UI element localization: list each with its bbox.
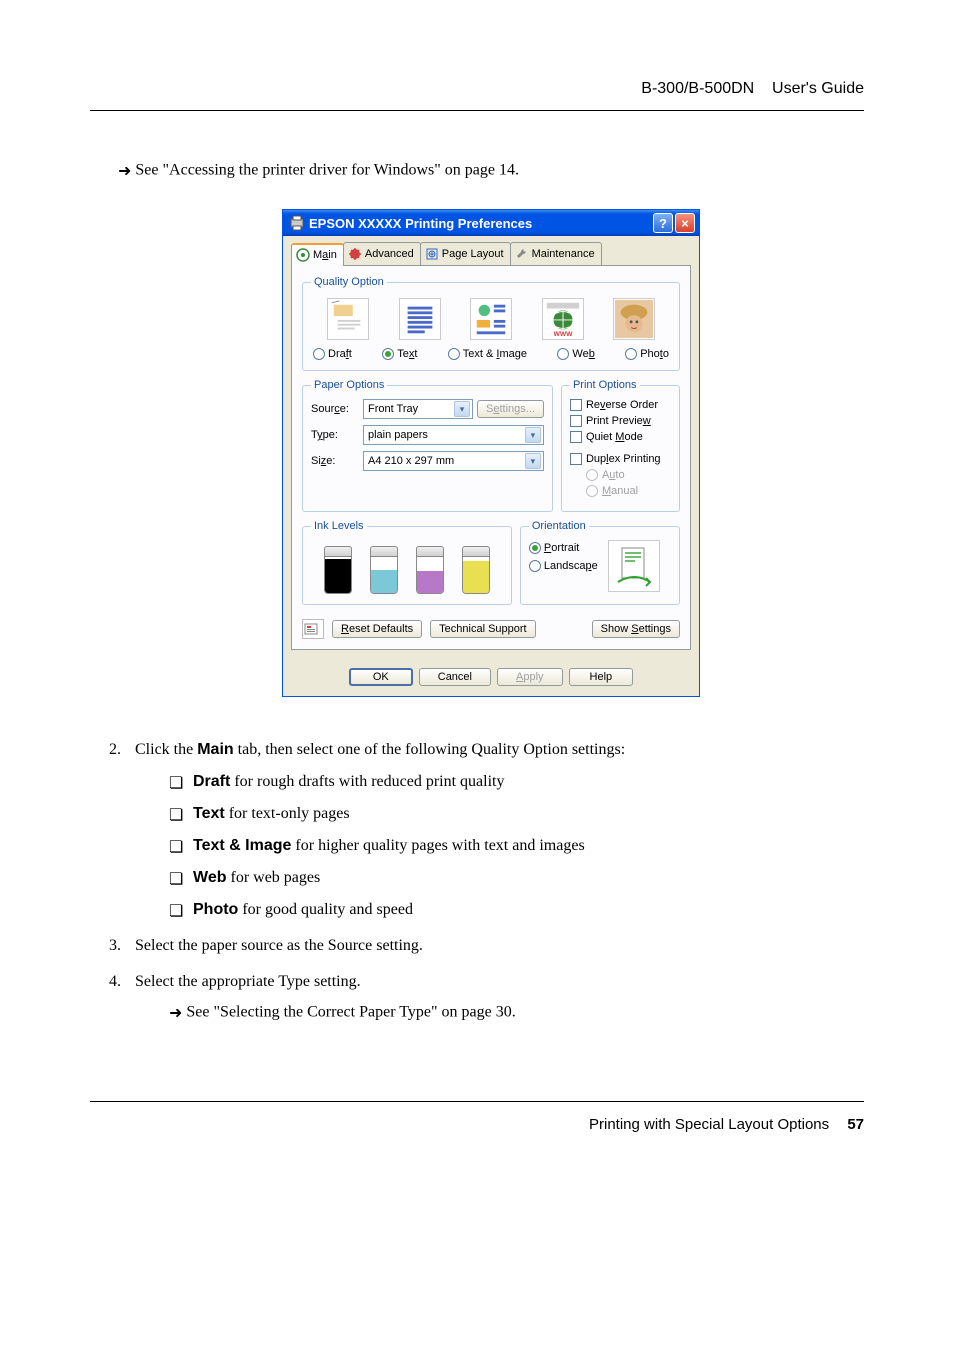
step-3: Select the paper source as the Source se… [125, 937, 864, 955]
quality-text-radio[interactable]: Text [382, 348, 417, 360]
footer-page-number: 57 [847, 1116, 864, 1133]
help-button[interactable]: ? [653, 213, 673, 233]
quiet-mode-checkbox[interactable]: Quiet Mode [570, 431, 671, 443]
type-label: Type: [311, 429, 359, 441]
orientation-preview-icon [608, 540, 660, 592]
dialog-title: EPSON XXXXX Printing Preferences [309, 216, 653, 231]
size-combo[interactable]: A4 210 x 297 mm▾ [363, 451, 544, 471]
apply-button[interactable]: Apply [497, 668, 563, 686]
chevron-down-icon: ▾ [525, 427, 541, 443]
reset-defaults-icon [302, 619, 324, 639]
tab-main[interactable]: Main [291, 243, 344, 266]
quality-web-icon: WWW [542, 298, 584, 340]
printer-app-icon [289, 215, 305, 231]
quality-text-icon [399, 298, 441, 340]
paper-options-group: Paper Options Source: Front Tray▾ Settin… [302, 379, 553, 512]
step-4: Select the appropriate Type setting. ➜ S… [125, 973, 864, 1023]
technical-support-button[interactable]: Technical Support [430, 620, 535, 638]
help-button-bottom[interactable]: Help [569, 668, 634, 686]
print-options-legend: Print Options [570, 379, 640, 391]
main-tab-icon [296, 248, 310, 262]
portrait-radio[interactable]: Portrait [529, 542, 598, 554]
dialog-titlebar: EPSON XXXXX Printing Preferences ? × [283, 210, 699, 236]
cross-reference-1-text: See "Accessing the printer driver for Wi… [131, 162, 519, 179]
duplex-manual-radio: Manual [570, 485, 671, 497]
source-combo[interactable]: Front Tray▾ [363, 399, 473, 419]
bullet-photo: Photo for good quality and speed [169, 901, 864, 919]
tab-page-layout[interactable]: Page Layout [420, 242, 511, 265]
bullet-draft: Draft for rough drafts with reduced prin… [169, 773, 864, 791]
ink-levels-group: Ink Levels [302, 520, 512, 605]
orientation-legend: Orientation [529, 520, 589, 532]
ok-button[interactable]: OK [349, 668, 413, 686]
settings-button[interactable]: Settings... [477, 400, 544, 418]
cross-reference-2: ➜ See "Selecting the Correct Paper Type"… [135, 1003, 864, 1023]
print-options-group: Print Options Reverse Order Print Previe… [561, 379, 680, 512]
chevron-down-icon: ▾ [525, 453, 541, 469]
step-2: Click the Main tab, then select one of t… [125, 741, 864, 919]
bullet-text-image: Text & Image for higher quality pages wi… [169, 837, 864, 855]
page-header: B-300/B-500DN User's Guide [0, 0, 954, 110]
ink-levels-legend: Ink Levels [311, 520, 367, 532]
chevron-down-icon: ▾ [454, 401, 470, 417]
close-button[interactable]: × [675, 213, 695, 233]
duplex-auto-radio: Auto [570, 469, 671, 481]
print-preview-checkbox[interactable]: Print Preview [570, 415, 671, 427]
maintenance-tab-icon [515, 247, 529, 261]
cancel-button[interactable]: Cancel [419, 668, 491, 686]
type-combo[interactable]: plain papers▾ [363, 425, 544, 445]
quality-textimage-radio[interactable]: Text & Image [448, 348, 527, 360]
source-label: Source: [311, 403, 359, 415]
svg-text:WWW: WWW [553, 331, 573, 338]
arrow-right-icon: ➜ [118, 161, 131, 181]
ink-cartridge [324, 546, 352, 594]
landscape-radio[interactable]: Landscape [529, 560, 598, 572]
quality-web-radio[interactable]: Web [557, 348, 594, 360]
cross-reference-2-text: See "Selecting the Correct Paper Type" o… [182, 1004, 515, 1021]
orientation-group: Orientation Portrait Landscape [520, 520, 680, 605]
arrow-right-icon: ➜ [169, 1003, 182, 1023]
quality-photo-icon [613, 298, 655, 340]
quality-option-legend: Quality Option [311, 276, 387, 288]
page-layout-tab-icon [425, 247, 439, 261]
reset-defaults-button[interactable]: Reset Defaults [332, 620, 422, 638]
reverse-order-checkbox[interactable]: Reverse Order [570, 399, 671, 411]
header-guide: User's Guide [772, 80, 864, 97]
ink-cartridge [462, 546, 490, 594]
bullet-web: Web for web pages [169, 869, 864, 887]
quality-text-image-icon [470, 298, 512, 340]
quality-photo-radio[interactable]: Photo [625, 348, 669, 360]
paper-options-legend: Paper Options [311, 379, 387, 391]
tab-strip: Main Advanced Page Layout Maintenance [291, 242, 691, 266]
quality-draft-radio[interactable]: Draft [313, 348, 352, 360]
header-model: B-300/B-500DN [641, 80, 754, 97]
duplex-printing-checkbox[interactable]: Duplex Printing [570, 453, 671, 465]
ink-cartridge [370, 546, 398, 594]
tab-maintenance[interactable]: Maintenance [510, 242, 602, 265]
advanced-tab-icon [348, 247, 362, 261]
show-settings-button[interactable]: Show Settings [592, 620, 680, 638]
size-label: Size: [311, 455, 359, 467]
tab-advanced[interactable]: Advanced [343, 242, 421, 265]
footer-section: Printing with Special Layout Options [589, 1116, 829, 1133]
bullet-text: Text for text-only pages [169, 805, 864, 823]
ink-cartridge [416, 546, 444, 594]
page-footer: Printing with Special Layout Options 57 [90, 1101, 864, 1173]
quality-option-group: Quality Option WWW Draft Text Text & Ima… [302, 276, 680, 371]
cross-reference-1: ➜ See "Accessing the printer driver for … [118, 161, 864, 181]
printing-preferences-dialog: EPSON XXXXX Printing Preferences ? × Mai… [282, 209, 700, 697]
quality-draft-icon [327, 298, 369, 340]
